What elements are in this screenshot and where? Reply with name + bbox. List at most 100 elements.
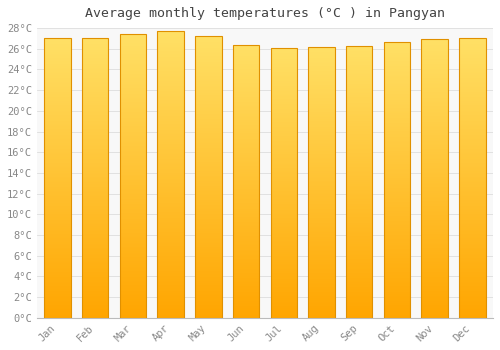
Bar	[384, 187, 410, 188]
Bar	[44, 267, 70, 269]
Bar	[44, 220, 70, 222]
Bar	[233, 95, 260, 97]
Bar	[120, 74, 146, 75]
Bar	[44, 308, 70, 309]
Bar	[233, 107, 260, 109]
Bar	[346, 288, 372, 289]
Bar	[270, 279, 297, 280]
Bar	[120, 163, 146, 165]
Bar	[82, 194, 108, 195]
Bar	[346, 144, 372, 145]
Bar	[384, 268, 410, 270]
Bar	[384, 118, 410, 119]
Bar	[158, 212, 184, 213]
Bar	[158, 58, 184, 60]
Bar	[233, 121, 260, 122]
Bar	[44, 104, 70, 105]
Bar	[459, 166, 485, 167]
Bar	[233, 224, 260, 225]
Bar	[384, 50, 410, 51]
Bar	[44, 262, 70, 263]
Bar	[44, 80, 70, 82]
Bar	[459, 154, 485, 156]
Bar	[233, 114, 260, 116]
Bar	[270, 308, 297, 310]
Bar	[346, 300, 372, 302]
Bar	[158, 54, 184, 56]
Bar	[233, 166, 260, 168]
Bar	[270, 48, 297, 318]
Bar	[346, 93, 372, 94]
Bar	[158, 184, 184, 186]
Bar	[270, 199, 297, 200]
Bar	[195, 281, 222, 283]
Bar	[459, 50, 485, 51]
Bar	[233, 84, 260, 86]
Bar	[233, 222, 260, 224]
Bar	[120, 209, 146, 210]
Bar	[44, 149, 70, 150]
Bar	[120, 271, 146, 273]
Bar	[384, 254, 410, 256]
Bar	[44, 41, 70, 43]
Bar	[308, 166, 334, 167]
Bar	[308, 222, 334, 223]
Bar	[233, 101, 260, 102]
Bar	[120, 173, 146, 175]
Bar	[459, 247, 485, 248]
Bar	[346, 241, 372, 243]
Bar	[459, 265, 485, 266]
Bar	[346, 85, 372, 86]
Bar	[459, 212, 485, 213]
Bar	[384, 232, 410, 233]
Bar	[44, 83, 70, 84]
Bar	[422, 140, 448, 141]
Bar	[308, 64, 334, 66]
Bar	[308, 272, 334, 273]
Bar	[459, 174, 485, 175]
Bar	[195, 76, 222, 77]
Bar	[233, 44, 260, 318]
Bar	[459, 283, 485, 284]
Bar	[459, 133, 485, 135]
Bar	[384, 43, 410, 44]
Bar	[120, 291, 146, 292]
Bar	[270, 172, 297, 173]
Bar	[233, 209, 260, 210]
Bar	[158, 156, 184, 157]
Bar	[459, 69, 485, 71]
Bar	[82, 287, 108, 288]
Bar	[422, 193, 448, 194]
Bar	[384, 253, 410, 254]
Bar	[346, 184, 372, 186]
Bar	[195, 55, 222, 56]
Bar	[384, 120, 410, 122]
Bar	[384, 311, 410, 312]
Bar	[195, 270, 222, 271]
Bar	[270, 50, 297, 52]
Bar	[459, 66, 485, 68]
Bar	[158, 146, 184, 147]
Bar	[270, 296, 297, 297]
Bar	[422, 268, 448, 269]
Bar	[270, 140, 297, 141]
Bar	[158, 236, 184, 238]
Bar	[120, 170, 146, 172]
Bar	[270, 52, 297, 53]
Bar	[270, 253, 297, 254]
Bar	[308, 207, 334, 208]
Bar	[384, 297, 410, 299]
Bar	[120, 99, 146, 101]
Bar	[308, 260, 334, 261]
Bar	[308, 161, 334, 162]
Bar	[158, 67, 184, 69]
Bar	[195, 56, 222, 57]
Bar	[82, 300, 108, 301]
Bar	[195, 53, 222, 55]
Bar	[120, 311, 146, 312]
Bar	[82, 62, 108, 64]
Bar	[195, 219, 222, 221]
Bar	[384, 141, 410, 142]
Bar	[308, 72, 334, 74]
Bar	[459, 111, 485, 112]
